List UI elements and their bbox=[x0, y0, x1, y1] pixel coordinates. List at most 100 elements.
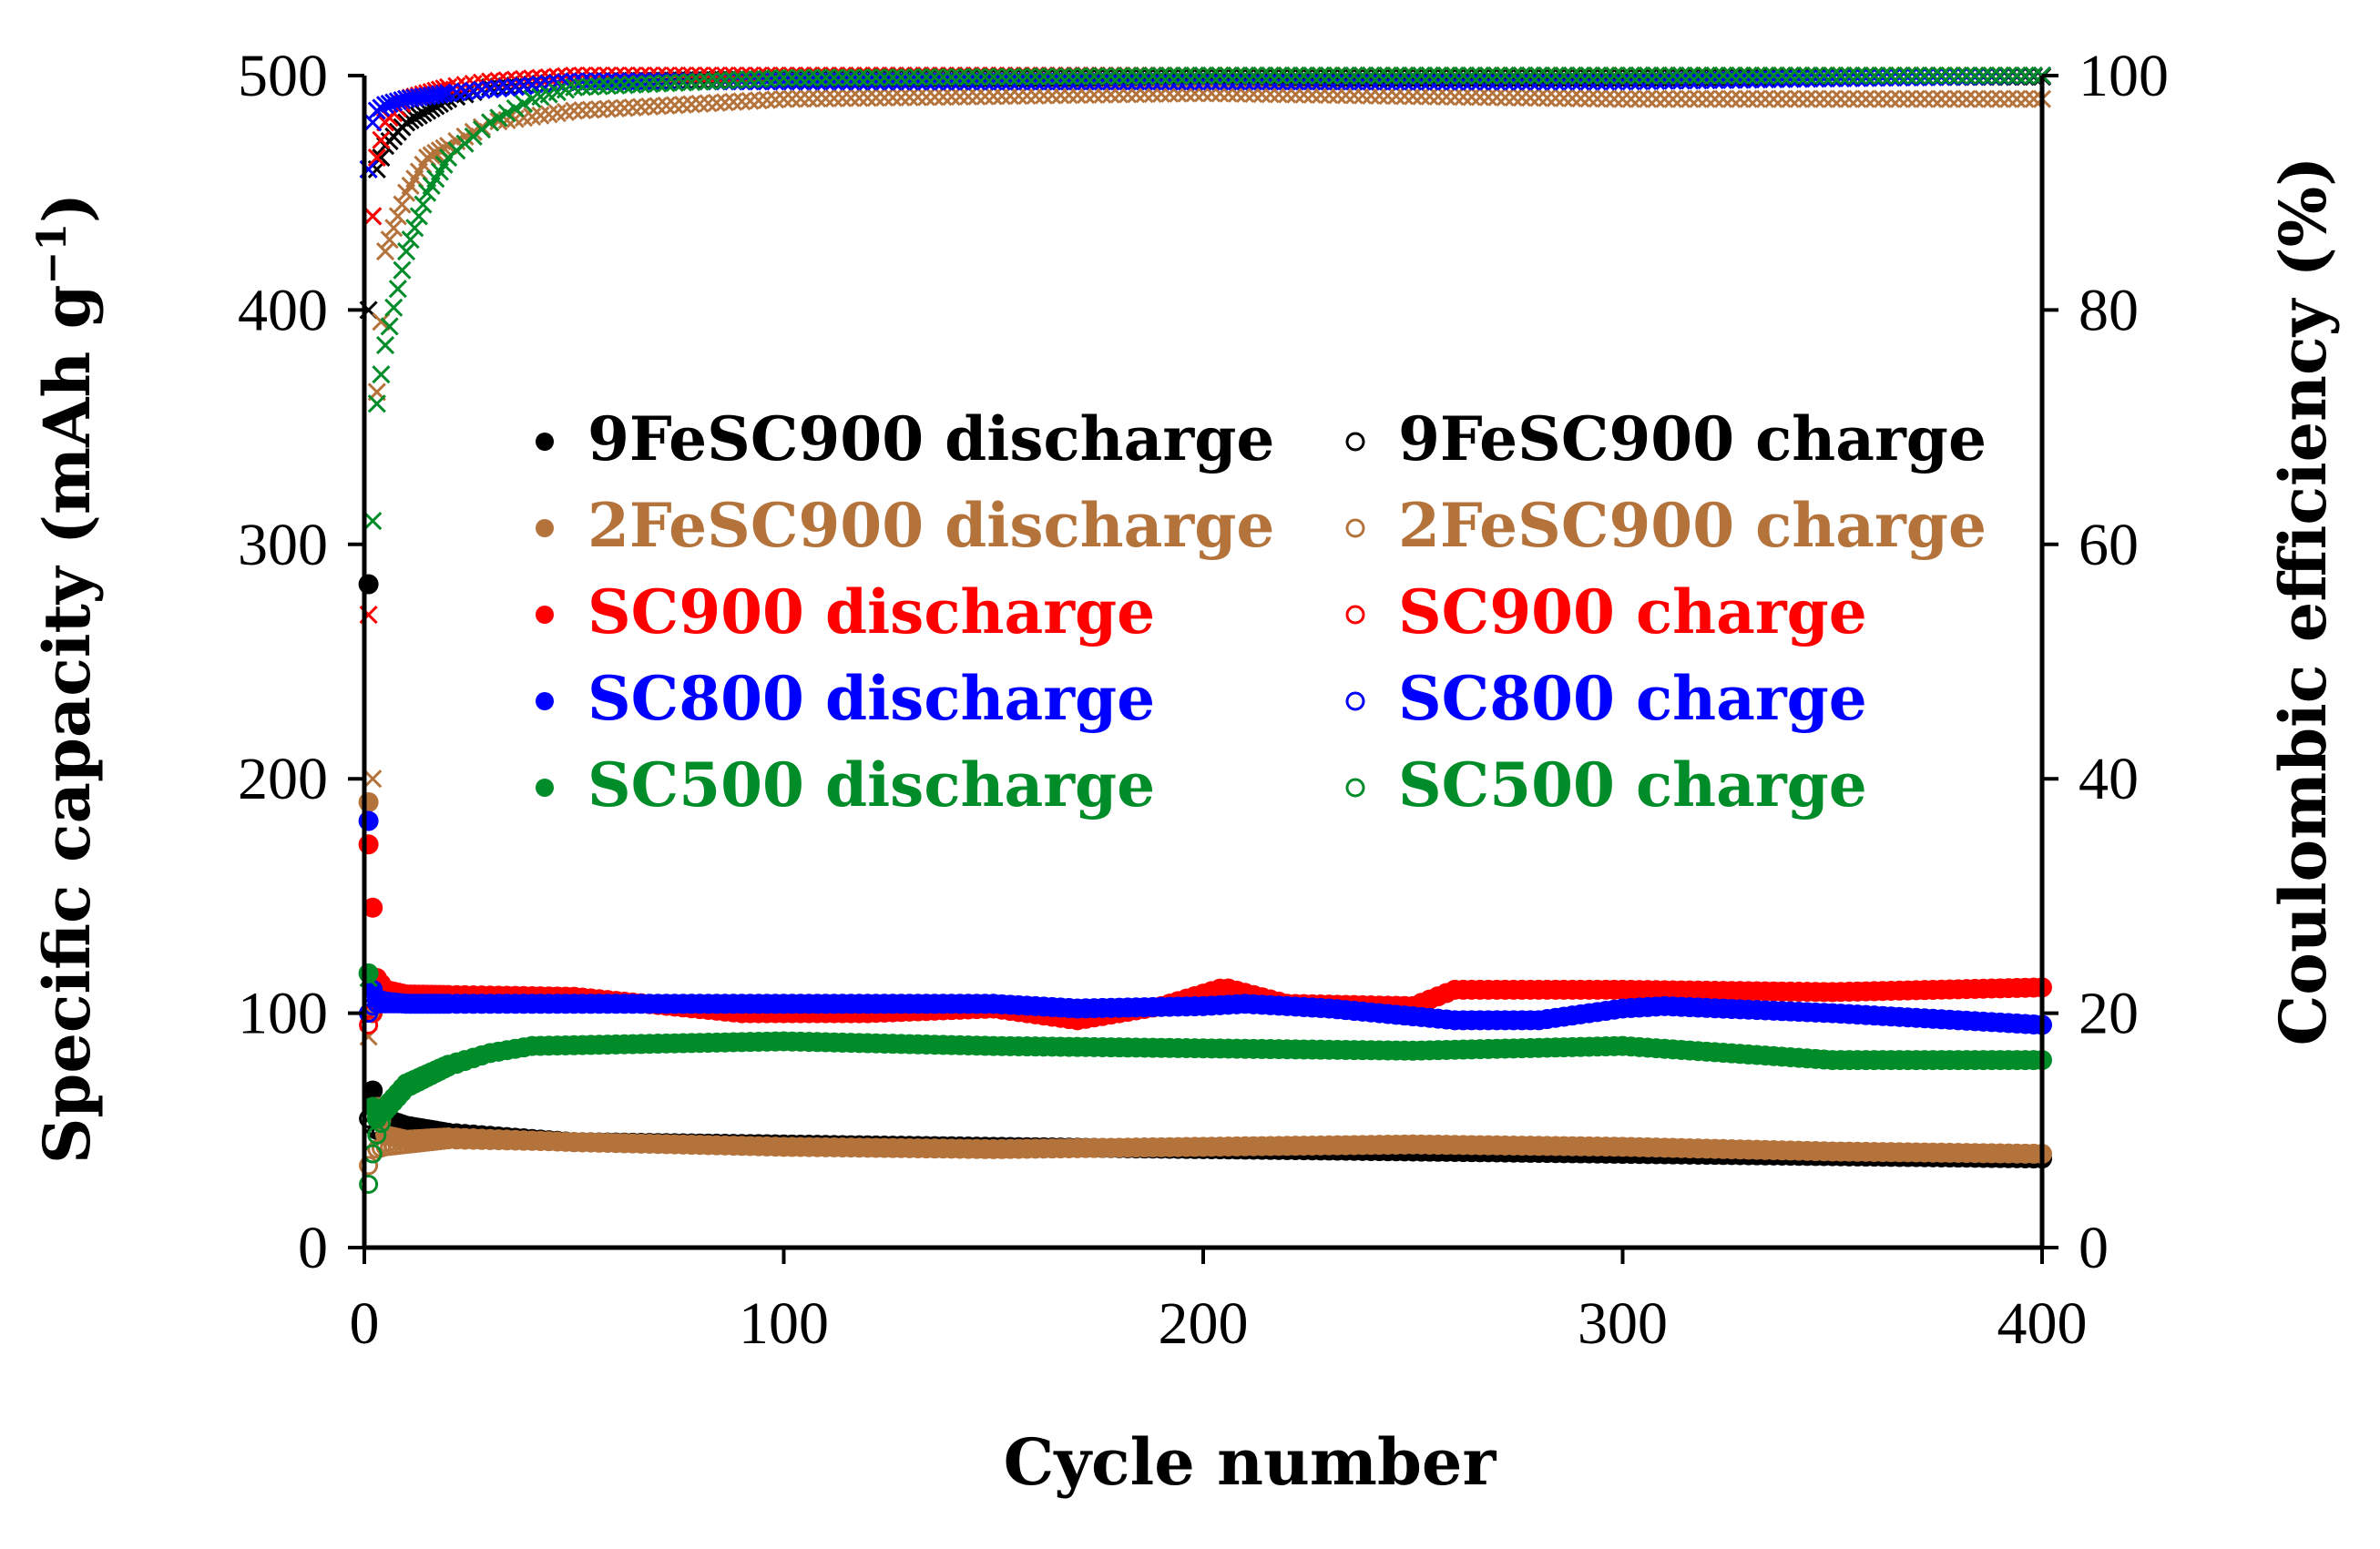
efficiency-point bbox=[1915, 66, 1935, 86]
efficiency-point bbox=[707, 93, 726, 112]
y-right-tick-label: 0 bbox=[2079, 1215, 2109, 1281]
efficiency-point bbox=[1924, 66, 1943, 86]
efficiency-point bbox=[372, 365, 391, 384]
efficiency-point bbox=[1772, 66, 1792, 86]
efficiency-point bbox=[1948, 66, 1967, 86]
efficiency-point bbox=[1059, 72, 1078, 91]
efficiency-point bbox=[1101, 85, 1120, 104]
efficiency-point bbox=[506, 98, 525, 118]
efficiency-point bbox=[2016, 89, 2035, 108]
efficiency-point bbox=[874, 88, 894, 107]
efficiency-point bbox=[1747, 66, 1766, 86]
efficiency-point bbox=[363, 511, 383, 531]
efficiency-point bbox=[1697, 89, 1716, 108]
efficiency-point bbox=[1554, 72, 1574, 91]
efficiency-point bbox=[1731, 89, 1750, 108]
efficiency-point bbox=[1864, 66, 1884, 86]
y-right-tick-label: 20 bbox=[2079, 981, 2139, 1047]
y-right-tick-label: 40 bbox=[2079, 746, 2139, 812]
efficiency-point bbox=[800, 68, 819, 87]
efficiency-point bbox=[2007, 89, 2027, 108]
efficiency-point bbox=[1647, 66, 1666, 86]
efficiency-point bbox=[1890, 89, 1909, 108]
efficiency-point bbox=[1009, 72, 1028, 91]
efficiency-point bbox=[1705, 70, 1724, 90]
efficiency-point bbox=[1294, 66, 1313, 86]
efficiency-point bbox=[800, 89, 819, 108]
efficiency-point bbox=[1957, 66, 1977, 86]
efficiency-point bbox=[1932, 66, 1951, 86]
efficiency-point bbox=[1537, 88, 1557, 107]
efficiency-point bbox=[481, 113, 500, 132]
efficiency-point bbox=[1840, 66, 1859, 86]
discharge-point bbox=[358, 834, 379, 855]
efficiency-point bbox=[2024, 66, 2043, 86]
efficiency-point bbox=[1639, 89, 1658, 108]
efficiency-point bbox=[1496, 72, 1515, 91]
efficiency-point bbox=[1689, 71, 1708, 90]
efficiency-point bbox=[1017, 72, 1037, 91]
efficiency-point bbox=[1940, 89, 1959, 108]
efficiency-point bbox=[1764, 89, 1783, 108]
efficiency-point bbox=[682, 73, 701, 92]
efficiency-point bbox=[1269, 72, 1288, 91]
legend-discharge-label: SC500 discharge bbox=[587, 749, 1155, 820]
efficiency-point bbox=[1713, 89, 1733, 108]
efficiency-point bbox=[699, 66, 718, 86]
efficiency-point bbox=[1588, 89, 1607, 108]
efficiency-point bbox=[1739, 89, 1758, 108]
efficiency-point bbox=[967, 72, 986, 91]
efficiency-point bbox=[1034, 72, 1054, 91]
efficiency-point bbox=[1512, 88, 1532, 107]
efficiency-point bbox=[1344, 72, 1364, 91]
efficiency-point bbox=[1076, 86, 1096, 105]
efficiency-point bbox=[1009, 67, 1028, 87]
efficiency-point bbox=[1034, 86, 1054, 105]
efficiency-point bbox=[1739, 66, 1758, 86]
efficiency-point bbox=[1756, 89, 1775, 108]
efficiency-point bbox=[699, 72, 718, 91]
y-right-tick-label: 100 bbox=[2079, 43, 2169, 109]
efficiency-point bbox=[1462, 66, 1481, 86]
efficiency-point bbox=[858, 88, 877, 107]
efficiency-point bbox=[1831, 66, 1851, 86]
efficiency-point bbox=[1210, 72, 1230, 91]
efficiency-point bbox=[1873, 66, 1893, 86]
efficiency-point bbox=[1437, 87, 1456, 107]
efficiency-point bbox=[1689, 89, 1708, 108]
efficiency-point bbox=[1278, 72, 1297, 91]
efficiency-point bbox=[1906, 89, 1925, 108]
efficiency-point bbox=[1563, 88, 1582, 108]
legend-discharge-marker bbox=[536, 779, 554, 797]
efficiency-point bbox=[1588, 66, 1607, 86]
charge-point bbox=[359, 1175, 379, 1195]
efficiency-point bbox=[1882, 66, 1901, 86]
x-tick-label: 300 bbox=[1578, 1290, 1668, 1357]
efficiency-point bbox=[657, 74, 676, 93]
efficiency-point bbox=[1101, 66, 1120, 86]
efficiency-point bbox=[1394, 72, 1415, 91]
efficiency-point bbox=[1470, 87, 1489, 107]
x-tick-label: 0 bbox=[350, 1290, 380, 1357]
efficiency-point bbox=[497, 104, 516, 123]
efficiency-point bbox=[1940, 66, 1959, 86]
efficiency-point bbox=[565, 101, 584, 120]
efficiency-point bbox=[1496, 66, 1515, 86]
efficiency-point bbox=[1051, 86, 1070, 105]
efficiency-point bbox=[992, 67, 1012, 87]
efficiency-point bbox=[623, 75, 642, 95]
efficiency-point bbox=[1789, 89, 1808, 108]
efficiency-point bbox=[589, 100, 608, 119]
efficiency-point bbox=[690, 94, 710, 113]
x-axis-title: Cycle number bbox=[1004, 1424, 1497, 1500]
efficiency-point bbox=[631, 75, 650, 94]
discharge-point bbox=[363, 1080, 383, 1101]
efficiency-point bbox=[1151, 66, 1171, 86]
efficiency-point bbox=[1017, 67, 1037, 87]
efficiency-point bbox=[1814, 66, 1834, 86]
efficiency-point bbox=[1932, 89, 1951, 108]
efficiency-point bbox=[1076, 72, 1096, 91]
efficiency-point bbox=[1924, 89, 1943, 108]
efficiency-point bbox=[758, 90, 777, 109]
